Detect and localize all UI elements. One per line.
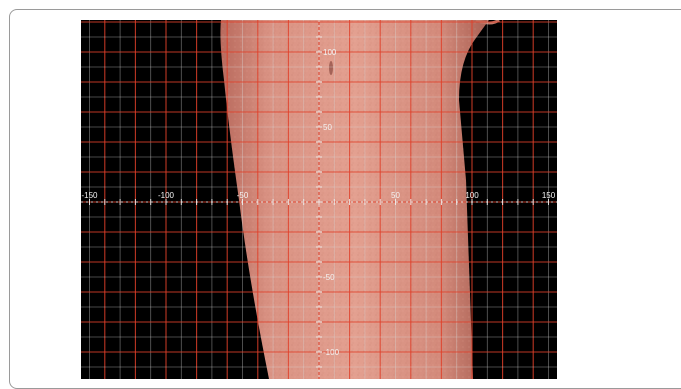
x-tick-label: -50 bbox=[237, 191, 249, 200]
skin-texture bbox=[220, 20, 489, 379]
skin-rendering-with-grid: -150 -100 -50 50 100 150 100 50 -50 -100 bbox=[81, 20, 557, 379]
y-tick-label: 100 bbox=[323, 48, 337, 57]
axes bbox=[81, 20, 557, 379]
image-viewer: -150 -100 -50 50 100 150 100 50 -50 -100 bbox=[81, 20, 557, 379]
axis-labels: -150 -100 -50 50 100 150 100 50 -50 -100 bbox=[81, 48, 555, 357]
x-tick-label: 50 bbox=[391, 191, 400, 200]
y-tick-label: 50 bbox=[323, 123, 332, 132]
skin-fold bbox=[475, 20, 500, 25]
y-tick-label: -100 bbox=[323, 348, 340, 357]
x-tick-label: -100 bbox=[158, 191, 175, 200]
x-tick-label: -150 bbox=[81, 191, 98, 200]
y-tick-label: -50 bbox=[323, 273, 335, 282]
skin-mark bbox=[329, 61, 333, 75]
x-tick-label: 150 bbox=[542, 191, 556, 200]
x-tick-label: 100 bbox=[465, 191, 479, 200]
